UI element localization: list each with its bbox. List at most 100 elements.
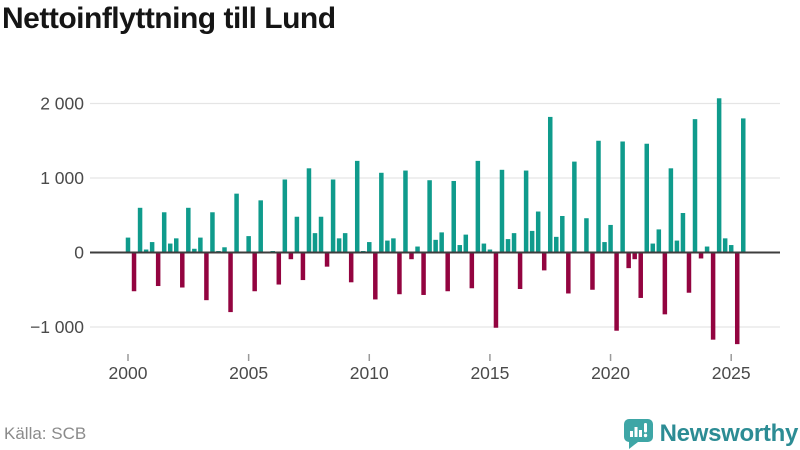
bar-2015-q1	[487, 249, 493, 253]
bar-2010-q4	[385, 240, 390, 253]
chart-footer: Källa: SCB Newsworthy	[0, 418, 800, 450]
bar-2003-q3	[210, 212, 215, 253]
bar-2024-q4	[722, 238, 728, 253]
bar-2000-q3	[137, 207, 143, 253]
bar-2016-q1	[511, 233, 517, 253]
bar-2008-q4	[336, 238, 342, 253]
bar-2014-q2	[469, 252, 475, 289]
bar-2007-q2	[300, 252, 306, 281]
bar-2002-q3	[186, 207, 191, 253]
bar-2018-q1	[560, 215, 565, 253]
newsworthy-brand: Newsworthy	[623, 419, 799, 449]
bar-2000-q2	[131, 252, 137, 292]
bar-2025-q1	[728, 245, 734, 253]
bar-2014-q3	[475, 160, 481, 253]
x-tick-label-2010: 2010	[350, 363, 389, 383]
bar-2012-q3	[427, 180, 432, 253]
bar-2010-q2	[373, 252, 378, 300]
bar-2017-q4	[554, 236, 559, 253]
bar-2023-q4	[698, 252, 704, 259]
bar-2019-q2	[590, 252, 595, 290]
bar-2020-q2	[614, 252, 619, 331]
bar-2002-q2	[180, 252, 185, 288]
bar-2013-q4	[457, 245, 463, 253]
bar-2001-q2	[155, 252, 161, 287]
bar-2011-q3	[403, 170, 408, 253]
bar-2009-q3	[354, 160, 360, 253]
bar-2016-q4	[529, 230, 535, 253]
bar-2023-q2	[686, 252, 692, 293]
bar-2005-q1	[246, 236, 251, 253]
bar-2017-q2	[541, 252, 547, 271]
bar-2009-q1	[342, 233, 348, 253]
newsworthy-brand-name: Newsworthy	[659, 420, 799, 447]
bar-2022-q4	[674, 240, 680, 253]
bar-2022-q3	[668, 168, 674, 253]
y-tick-label-0: 0	[74, 243, 84, 263]
bar-2024-q2	[710, 252, 716, 340]
bar-2002-q1	[174, 238, 179, 253]
bar-2016-q2	[517, 252, 523, 290]
bar-2003-q2	[204, 252, 209, 301]
logo-exclamation	[643, 423, 647, 433]
bar-2007-q4	[312, 233, 318, 253]
bar-2006-q3	[282, 179, 288, 253]
bar-2010-q1	[367, 242, 372, 253]
bar-2015-q4	[505, 239, 511, 253]
bar-2019-q1	[584, 218, 589, 253]
bar-2020-q4	[626, 252, 631, 269]
bar-2021-q1	[632, 252, 637, 260]
logo-bubble	[623, 419, 653, 449]
bar-2023-q1	[680, 213, 686, 253]
bar-2001-q4	[167, 243, 173, 253]
bar-2004-q3	[234, 193, 239, 253]
bar-2024-q1	[704, 246, 710, 253]
bar-2010-q3	[379, 172, 384, 253]
bar-2017-q3	[547, 116, 553, 253]
bar-2013-q3	[451, 180, 456, 253]
bar-2015-q2	[493, 252, 499, 328]
bar-2021-q2	[638, 252, 643, 298]
bar-2017-q1	[535, 211, 541, 253]
bar-2014-q4	[481, 243, 487, 253]
bar-2022-q1	[656, 229, 662, 253]
bar-2006-q2	[276, 252, 282, 285]
bar-2020-q1	[608, 224, 613, 253]
bar-2015-q3	[499, 169, 505, 253]
bar-2001-q1	[149, 242, 155, 253]
bar-2022-q2	[662, 252, 668, 315]
bar-2016-q3	[523, 170, 529, 253]
chart-title: Nettoinflyttning till Lund	[2, 2, 336, 35]
bar-2011-q4	[409, 252, 414, 260]
y-tick-label--1000: −1 000	[30, 317, 84, 337]
bar-2001-q3	[161, 212, 167, 253]
bar-2012-q2	[421, 252, 426, 295]
bar-2018-q2	[566, 252, 571, 294]
bar-2006-q4	[288, 252, 294, 260]
bar-2024-q3	[716, 98, 722, 253]
x-tick-label-2015: 2015	[470, 363, 509, 383]
bar-2025-q2	[734, 252, 740, 345]
x-tick-label-2020: 2020	[591, 363, 630, 383]
x-tick-label-2000: 2000	[109, 363, 148, 383]
bar-2013-q1	[439, 232, 444, 253]
x-tick-label-2025: 2025	[712, 363, 751, 383]
bar-2025-q3	[741, 118, 746, 253]
bar-2014-q1	[463, 234, 469, 253]
bar-2019-q3	[596, 140, 601, 253]
bar-2005-q2	[252, 252, 257, 292]
bar-2000-q1	[125, 237, 131, 253]
bar-2005-q3	[258, 200, 263, 253]
x-tick-label-2005: 2005	[229, 363, 268, 383]
bar-2008-q1	[318, 216, 324, 253]
bar-2019-q4	[602, 242, 607, 253]
bar-2007-q3	[306, 168, 312, 253]
bar-2004-q1	[222, 247, 227, 253]
bar-2012-q1	[415, 246, 420, 253]
bar-2012-q4	[433, 239, 438, 253]
bar-2002-q4	[192, 248, 197, 253]
bar-2011-q1	[391, 238, 396, 253]
y-tick-label-2000: 2 000	[40, 94, 84, 114]
bar-2018-q3	[572, 161, 577, 253]
